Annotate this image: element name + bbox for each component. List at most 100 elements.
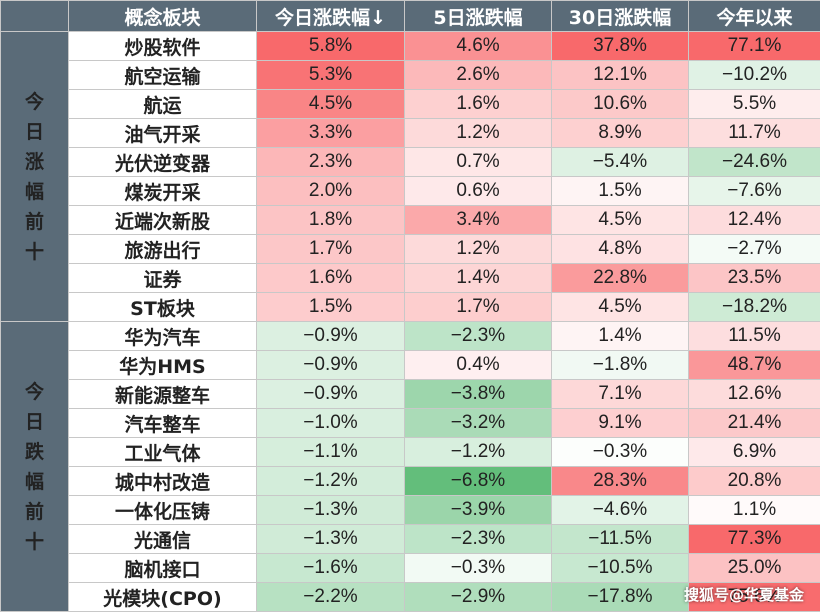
table-row: 今日跌幅前十华为汽车−0.9%−2.3%1.4%11.5% [1,322,820,351]
value-cell-ytd: −24.6% [689,148,820,177]
value-cell-d30: −5.4% [552,148,689,177]
value-cell-today: 5.8% [257,32,405,61]
value-cell-d5: −2.3% [405,322,552,351]
value-cell-today: −1.2% [257,467,405,496]
value-cell-today: −1.6% [257,554,405,583]
value-cell-today: 1.6% [257,264,405,293]
sector-name: 新能源整车 [69,380,257,409]
table-row: 汽车整车−1.0%−3.2%9.1%21.4% [1,409,820,438]
value-cell-today: −0.9% [257,322,405,351]
value-cell-ytd: 48.7% [689,351,820,380]
value-cell-d5: 1.2% [405,235,552,264]
value-cell-d30: −0.3% [552,438,689,467]
sector-name: ST板块 [69,293,257,322]
value-cell-today: 2.3% [257,148,405,177]
value-cell-d5: 4.6% [405,32,552,61]
value-cell-d5: −0.3% [405,554,552,583]
value-cell-d30: 10.6% [552,90,689,119]
value-cell-d5: −2.3% [405,525,552,554]
value-cell-d30: 12.1% [552,61,689,90]
value-cell-ytd: 23.5% [689,264,820,293]
sector-name: 一体化压铸 [69,496,257,525]
value-cell-d5: 1.2% [405,119,552,148]
value-cell-ytd: 21.4% [689,409,820,438]
value-cell-today: −1.3% [257,496,405,525]
value-cell-d5: 0.4% [405,351,552,380]
value-cell-ytd: 11.5% [689,322,820,351]
value-cell-d5: −1.2% [405,438,552,467]
value-cell-d30: −10.5% [552,554,689,583]
value-cell-d30: 37.8% [552,32,689,61]
value-cell-today: −2.2% [257,583,405,612]
sector-name: 证券 [69,264,257,293]
column-header: 5日涨跌幅 [405,1,552,32]
value-cell-today: 2.0% [257,177,405,206]
value-cell-ytd: −18.2% [689,293,820,322]
value-cell-today: −1.1% [257,438,405,467]
value-cell-d30: 8.9% [552,119,689,148]
table-row: 华为HMS−0.9%0.4%−1.8%48.7% [1,351,820,380]
value-cell-ytd: 77.1% [689,32,820,61]
value-cell-d30: −1.8% [552,351,689,380]
value-cell-today: −1.3% [257,525,405,554]
value-cell-d30: 4.8% [552,235,689,264]
value-cell-d30: 1.5% [552,177,689,206]
value-cell-ytd: 12.6% [689,380,820,409]
value-cell-d30: −4.6% [552,496,689,525]
value-cell-d30: 1.4% [552,322,689,351]
value-cell-d5: −6.8% [405,467,552,496]
table-row: 城中村改造−1.2%−6.8%28.3%20.8% [1,467,820,496]
value-cell-d30: 7.1% [552,380,689,409]
sector-name: 脑机接口 [69,554,257,583]
column-header: 概念板块 [69,1,257,32]
value-cell-ytd: 6.9% [689,438,820,467]
value-cell-today: 1.8% [257,206,405,235]
value-cell-today: −0.9% [257,351,405,380]
column-header[interactable]: 今日涨跌幅↓ [257,1,405,32]
value-cell-ytd: 25.0% [689,554,820,583]
table-row: 一体化压铸−1.3%−3.9%−4.6%1.1% [1,496,820,525]
value-cell-d30: 4.5% [552,293,689,322]
sector-name: 炒股软件 [69,32,257,61]
value-cell-d30: 28.3% [552,467,689,496]
value-cell-d30: 9.1% [552,409,689,438]
table-row: 光通信−1.3%−2.3%−11.5%77.3% [1,525,820,554]
value-cell-today: 5.3% [257,61,405,90]
column-header: 今年以来 [689,1,820,32]
sector-name: 工业气体 [69,438,257,467]
value-cell-d5: −3.8% [405,380,552,409]
value-cell-d5: 3.4% [405,206,552,235]
sector-name: 近端次新股 [69,206,257,235]
sector-name: 旅游出行 [69,235,257,264]
sector-name: 煤炭开采 [69,177,257,206]
value-cell-today: −1.0% [257,409,405,438]
value-cell-ytd: 11.7% [689,119,820,148]
value-cell-d5: 1.6% [405,90,552,119]
sector-name: 城中村改造 [69,467,257,496]
value-cell-ytd: 12.4% [689,206,820,235]
sector-name: 光通信 [69,525,257,554]
column-header: 30日涨跌幅 [552,1,689,32]
value-cell-d30: −17.8% [552,583,689,612]
value-cell-ytd: −2.7% [689,235,820,264]
value-cell-ytd: 77.3% [689,525,820,554]
sector-name: 华为HMS [69,351,257,380]
table-row: 脑机接口−1.6%−0.3%−10.5%25.0% [1,554,820,583]
value-cell-today: 1.7% [257,235,405,264]
value-cell-d5: 0.6% [405,177,552,206]
value-cell-d5: 1.4% [405,264,552,293]
sector-name: 航空运输 [69,61,257,90]
value-cell-ytd: 1.1% [689,496,820,525]
group-label: 今日跌幅前十 [1,322,69,612]
value-cell-d5: −3.9% [405,496,552,525]
value-cell-d5: 2.6% [405,61,552,90]
value-cell-today: 3.3% [257,119,405,148]
value-cell-d5: 0.7% [405,148,552,177]
